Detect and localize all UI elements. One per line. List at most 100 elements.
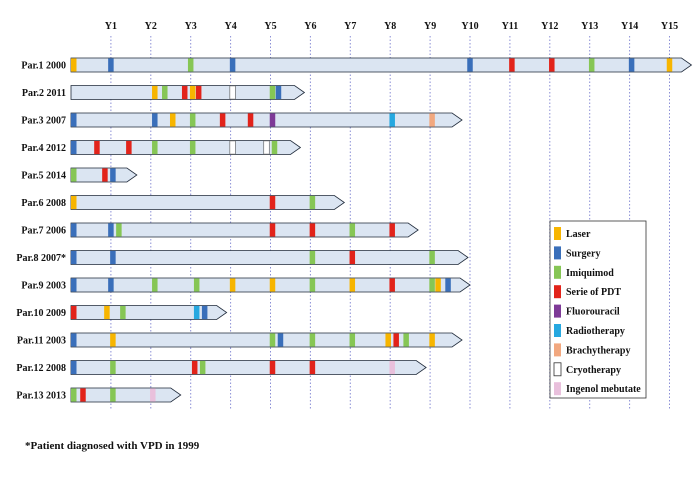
- treatment-event-radiotherapy: [193, 305, 200, 320]
- legend-swatch-brachytherapy: [554, 343, 561, 357]
- treatment-event-pdt: [389, 223, 395, 237]
- treatment-event-surgery: [229, 58, 236, 72]
- treatment-event-surgery: [108, 278, 114, 292]
- treatment-event-imiquimod: [110, 360, 116, 375]
- patient-label: Par.9 2003: [21, 281, 66, 292]
- legend-label-brachytherapy: Brachytherapy: [566, 345, 630, 356]
- treatment-event-imiquimod: [269, 85, 276, 100]
- treatment-event-surgery: [467, 58, 473, 72]
- treatment-event-imiquimod: [116, 223, 122, 237]
- treatment-event-laser: [429, 333, 435, 347]
- patient-row: Par.4 2012: [21, 140, 302, 155]
- year-label: Y6: [304, 21, 316, 32]
- treatment-event-pdt: [94, 140, 100, 155]
- year-label: Y5: [264, 21, 276, 32]
- year-label: Y10: [461, 21, 478, 32]
- treatment-event-imiquimod: [71, 168, 77, 182]
- patient-label: Par.3 2007: [21, 116, 66, 127]
- treatment-event-pdt: [269, 223, 276, 237]
- patient-label: Par.12 2008: [16, 363, 66, 374]
- treatment-event-imiquimod: [309, 333, 316, 347]
- treatment-event-laser: [269, 278, 276, 292]
- year-label: Y15: [661, 21, 678, 32]
- treatment-event-laser: [71, 58, 77, 72]
- treatment-event-laser: [229, 278, 236, 292]
- legend-swatch-pdt: [554, 285, 561, 299]
- treatment-event-pdt: [309, 223, 316, 237]
- treatment-event-imiquimod: [110, 388, 116, 402]
- legend-label-laser: Laser: [566, 229, 591, 240]
- patient-row: Par.11 2003: [17, 332, 463, 348]
- treatment-event-pdt: [191, 360, 198, 375]
- patient-timeline-bar: [70, 387, 182, 403]
- treatment-event-surgery: [445, 278, 451, 292]
- treatment-event-imiquimod: [162, 85, 168, 100]
- treatment-event-imiquimod: [269, 333, 276, 347]
- treatment-event-laser: [169, 113, 176, 127]
- year-label: Y3: [185, 21, 197, 32]
- treatment-event-laser: [189, 85, 196, 100]
- treatment-event-surgery: [71, 333, 77, 347]
- patient-label: Par.1 2000: [21, 61, 66, 72]
- treatment-event-surgery: [71, 250, 77, 265]
- treatment-event-fluorouracil: [269, 113, 276, 127]
- treatment-event-surgery: [275, 85, 282, 100]
- treatment-event-cryotherapy: [263, 140, 270, 155]
- legend-swatch-surgery: [554, 246, 561, 260]
- treatment-event-imiquimod: [187, 58, 194, 72]
- treatment-event-pdt: [126, 140, 132, 155]
- treatment-event-imiquimod: [120, 305, 126, 320]
- patient-label: Par.7 2006: [21, 226, 66, 237]
- treatment-event-pdt: [309, 360, 316, 375]
- treatment-event-imiquimod: [349, 333, 356, 347]
- patient-row: Par.8 2007*: [16, 250, 469, 265]
- patient-row: Par.7 2006: [21, 222, 419, 238]
- treatment-event-imiquimod: [429, 278, 435, 292]
- treatment-event-imiquimod: [199, 360, 206, 375]
- patient-timeline-bar: [70, 195, 346, 210]
- treatment-event-pdt: [349, 250, 356, 265]
- patient-row: Par.5 2014: [21, 167, 138, 183]
- treatment-event-laser: [385, 333, 391, 347]
- patient-timeline-bar: [70, 250, 469, 265]
- treatment-event-imiquimod: [152, 278, 158, 292]
- treatment-event-surgery: [71, 278, 77, 292]
- year-label: Y7: [344, 21, 356, 32]
- treatment-event-imiquimod: [309, 250, 316, 265]
- legend-label-radiotherapy: Radiotherapy: [566, 326, 625, 337]
- treatment-event-pdt: [509, 58, 515, 72]
- treatment-event-pdt: [219, 113, 226, 127]
- patient-row: Par.13 2013: [16, 387, 182, 403]
- legend-swatch-cryotherapy: [553, 362, 562, 377]
- treatment-event-brachytherapy: [429, 113, 435, 127]
- year-label: Y4: [224, 21, 236, 32]
- treatment-event-cryotherapy: [229, 85, 236, 100]
- patient-timeline-bar: [70, 332, 463, 348]
- patient-label: Par.13 2013: [16, 391, 66, 402]
- treatment-event-surgery: [71, 360, 77, 375]
- year-label: Y11: [502, 21, 519, 32]
- year-label: Y13: [581, 21, 598, 32]
- year-label: Y1: [105, 21, 117, 32]
- patient-label: Par.8 2007*: [16, 253, 66, 264]
- year-label: Y9: [424, 21, 436, 32]
- treatment-event-imiquimod: [349, 223, 356, 237]
- patient-label: Par.2 2011: [22, 88, 66, 99]
- treatment-event-surgery: [108, 58, 114, 72]
- treatment-event-surgery: [277, 333, 284, 347]
- legend-swatch-ingenol: [554, 382, 561, 396]
- treatment-event-laser: [152, 85, 158, 100]
- treatment-event-cryotherapy: [229, 140, 236, 155]
- treatment-event-pdt: [269, 195, 276, 210]
- treatment-event-surgery: [71, 113, 77, 127]
- treatment-event-ingenol: [389, 360, 395, 375]
- treatment-event-laser: [110, 333, 116, 347]
- patient-row: Par.6 2008: [21, 195, 346, 210]
- treatment-event-pdt: [247, 113, 254, 127]
- legend-box: [549, 220, 647, 399]
- treatment-event-imiquimod: [309, 278, 316, 292]
- patient-label: Par.11 2003: [17, 336, 66, 347]
- patient-label: Par.10 2009: [16, 308, 66, 319]
